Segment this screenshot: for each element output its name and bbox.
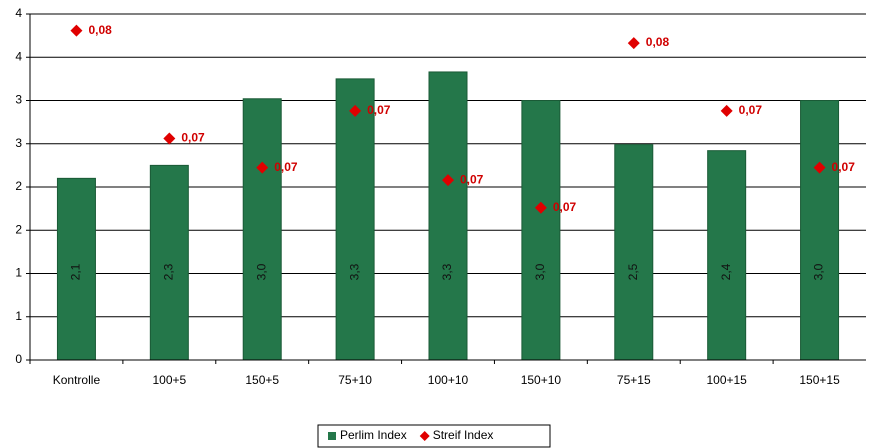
x-tick-label: 150+10 [521,373,562,387]
bar [800,100,840,361]
legend-swatch [419,431,430,441]
bar [149,164,189,361]
bar-value-label: 3,0 [533,263,547,280]
y-tick-label: 3 [15,93,22,107]
marker-value-label: 0,07 [367,103,391,117]
bar-value-label: 2,1 [69,263,83,280]
marker [349,104,362,117]
marker-value-label: 0,08 [88,23,112,37]
x-tick-label: 100+15 [706,373,747,387]
marker-value-label: 0,08 [646,35,670,49]
marker [442,174,454,187]
y-tick-label: 4 [15,6,22,20]
x-tick-label: 75+15 [617,373,651,387]
marker-value-label: 0,07 [181,131,205,145]
y-tick-label: 3 [15,136,22,150]
bar-value-label: 3,3 [440,263,454,280]
bar [521,100,561,361]
y-tick-label: 0 [15,352,22,366]
marker-value-label: 0,07 [460,172,484,186]
x-tick-label: Kontrolle [53,373,101,387]
x-tick-label: 100+10 [428,373,469,387]
x-tick-label: 100+5 [152,373,186,387]
y-tick-label: 2 [15,179,22,193]
marker-value-label: 0,07 [832,160,856,174]
bar [242,98,282,361]
marker [813,161,826,174]
legend-label: Streif Index [433,428,494,442]
bar-value-label: 3,0 [812,263,826,280]
marker [627,37,640,50]
bar-value-label: 2,5 [626,263,640,280]
bar [707,150,747,361]
y-tick-label: 4 [15,49,22,63]
legend-swatch [328,432,336,440]
x-tick-label: 150+5 [245,373,279,387]
marker-value-label: 0,07 [739,103,763,117]
marker-value-label: 0,07 [274,160,298,174]
x-tick-label: 75+10 [338,373,372,387]
bar-value-label: 2,3 [162,263,176,280]
marker [534,201,547,214]
bar-value-label: 3,3 [347,263,361,280]
bar [614,144,654,361]
y-tick-label: 1 [15,266,22,280]
bar-value-label: 2,4 [719,263,733,280]
marker-value-label: 0,07 [553,200,577,214]
legend-box [317,424,551,448]
marker [163,132,176,145]
legend: Perlim Index Streif Index [317,424,551,448]
legend-label: Perlim Index [340,428,407,442]
bar [56,177,96,361]
marker [720,104,733,117]
marker [70,24,83,37]
x-tick-label: 150+15 [799,373,840,387]
bar [335,78,375,361]
bar [428,71,468,361]
y-tick-label: 1 [15,309,22,323]
bar-value-label: 3,0 [254,263,268,280]
y-tick-label: 2 [15,222,22,236]
marker [256,161,269,174]
